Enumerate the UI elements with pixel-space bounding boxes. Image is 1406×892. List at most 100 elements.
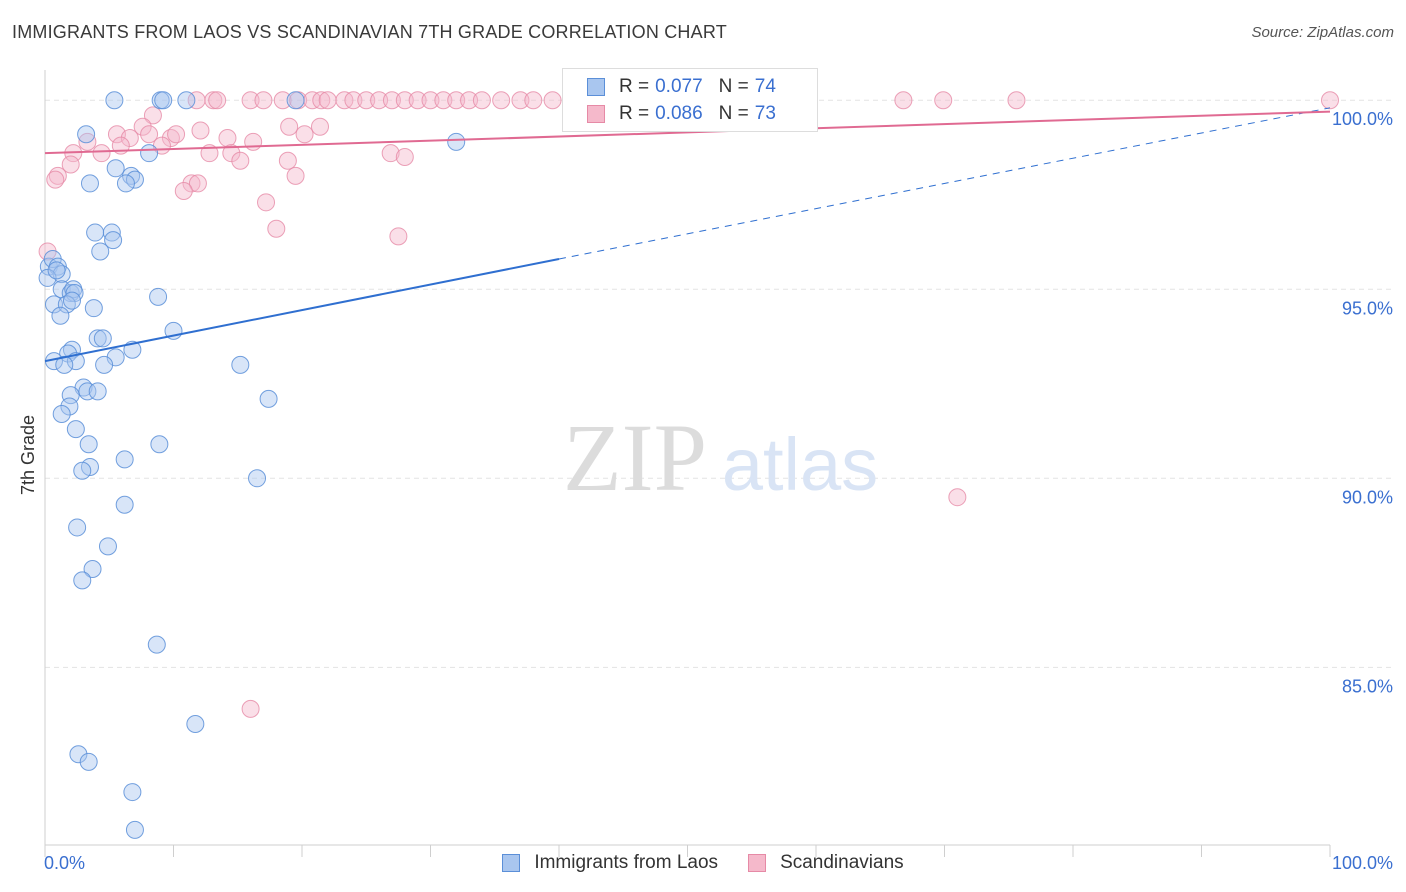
laos-point <box>69 745 88 764</box>
watermark-zip: ZIP <box>563 404 707 511</box>
tick-labels: 85.0% 90.0% 95.0% 100.0% 0.0% 100.0% <box>44 109 1393 873</box>
laos-point <box>98 537 117 556</box>
y-tick-label: 85.0% <box>1342 676 1393 696</box>
legend-row-scandinavians: R = 0.086 N = 73 <box>587 102 792 126</box>
scandinavians-point <box>447 91 466 110</box>
scandinavians-point <box>434 91 453 110</box>
laos-point <box>60 397 79 416</box>
scandinavians-point <box>543 91 562 110</box>
legend-swatch-laos <box>502 854 521 872</box>
x-tick-label: 0.0% <box>44 853 85 873</box>
chart-title: IMMIGRANTS FROM LAOS VS SCANDINAVIAN 7TH… <box>12 22 727 42</box>
legend-r-label: R = <box>619 76 650 97</box>
laos-point <box>177 91 196 110</box>
scandinavians-point <box>312 91 331 110</box>
source-credit: Source: ZipAtlas.com <box>1251 24 1394 41</box>
scandinavians-point <box>280 117 299 136</box>
scandinavians-point <box>231 151 250 170</box>
laos-point <box>88 382 107 401</box>
trend-lines <box>44 107 1331 363</box>
laos-point <box>248 469 267 488</box>
y-axis-label: 7th Grade <box>18 415 38 495</box>
laos-point <box>86 223 105 242</box>
scandinavians-point <box>244 132 263 151</box>
scandinavians-point <box>191 121 210 140</box>
scandinavians-point <box>286 166 305 185</box>
x-tick-label: 100.0% <box>1332 853 1393 873</box>
scandinavians-point <box>472 91 491 110</box>
laos-point <box>80 174 99 193</box>
scandinavians-point <box>241 699 260 718</box>
scandinavians-point <box>174 181 193 200</box>
scandinavians-point <box>370 91 389 110</box>
laos-point <box>231 355 250 374</box>
laos-point <box>79 752 98 771</box>
scandinavians-point <box>395 91 414 110</box>
laos-point <box>95 355 114 374</box>
laos-point <box>83 560 102 579</box>
laos-point <box>62 291 81 310</box>
scandinavians-point <box>46 170 65 189</box>
scandinavians-point <box>167 125 186 144</box>
scandinavians-point <box>78 132 97 151</box>
scandinavians-point <box>254 91 273 110</box>
laos-point <box>125 820 144 839</box>
scandinavians-point <box>357 91 376 110</box>
laos-point <box>150 435 169 454</box>
scandinavians-point <box>344 91 363 110</box>
legend-item-laos[interactable]: Immigrants from Laos <box>502 852 718 874</box>
laos-point <box>105 91 124 110</box>
legend-r-value-scandinavians: 0.086 <box>655 103 703 124</box>
laos-trend-extension <box>558 107 1331 260</box>
scandinavians-point <box>310 117 329 136</box>
laos-point <box>66 420 85 439</box>
scandinavians-point <box>267 219 286 238</box>
scandinavians-point <box>143 106 162 125</box>
series-legend: Immigrants from Laos Scandinavians <box>0 852 1406 874</box>
laos-point <box>123 783 142 802</box>
laos-point <box>78 382 97 401</box>
legend-n-value-scandinavians: 73 <box>754 103 776 124</box>
laos-point <box>140 144 159 163</box>
scandinavians-point <box>395 147 414 166</box>
laos-point <box>149 287 168 306</box>
scandinavians-point <box>1321 91 1339 110</box>
laos-point <box>93 329 112 348</box>
laos-point <box>52 405 71 424</box>
laos-point <box>88 329 107 348</box>
legend-r-label: R = <box>619 103 650 124</box>
laos-point <box>47 261 66 280</box>
legend-item-scandinavians[interactable]: Scandinavians <box>748 852 904 874</box>
scandinavians-point <box>133 117 152 136</box>
scandinavians-point <box>92 144 111 163</box>
scandinavians-point <box>120 129 139 148</box>
scandinavians-point <box>61 155 80 174</box>
gridlines <box>45 99 1395 668</box>
laos-points <box>38 91 466 839</box>
laos-point <box>106 159 125 178</box>
laos-point <box>38 268 57 287</box>
laos-point <box>115 495 134 514</box>
scandinavians-point <box>295 125 314 144</box>
laos-point <box>186 715 205 734</box>
scandinavians-point <box>382 91 401 110</box>
laos-point <box>154 91 173 110</box>
axes <box>44 70 1331 857</box>
scandinavians-point <box>318 91 337 110</box>
scandinavians-point <box>278 151 297 170</box>
scandinavians-trend-line <box>44 110 1331 155</box>
scandinavians-point <box>511 91 530 110</box>
scandinavians-point <box>948 488 967 507</box>
laos-point <box>102 223 121 242</box>
scandinavians-point <box>273 91 292 110</box>
scandinavians-point <box>492 91 511 110</box>
laos-point <box>104 231 123 250</box>
laos-point <box>73 461 92 480</box>
stats-legend: R = 0.077 N = 74 R = 0.086 N = 73 <box>562 68 818 132</box>
laos-point <box>44 295 63 314</box>
legend-label-laos: Immigrants from Laos <box>534 852 719 873</box>
laos-point <box>73 571 92 590</box>
laos-point <box>91 242 110 261</box>
scandinavians-point <box>241 91 260 110</box>
legend-swatch-scandinavians <box>748 854 767 872</box>
